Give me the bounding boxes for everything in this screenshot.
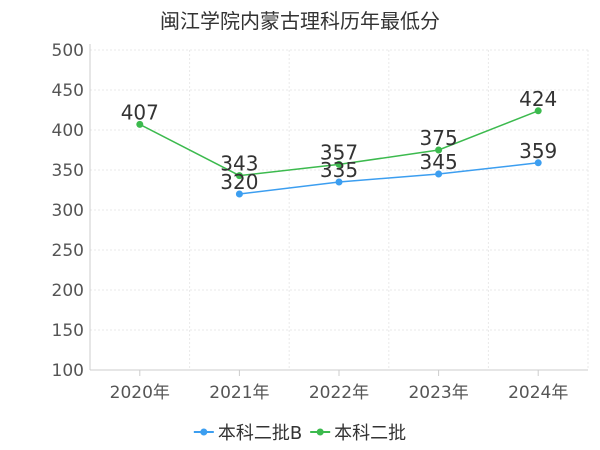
legend[interactable]: 本科二批B 本科二批 bbox=[193, 423, 406, 444]
grid bbox=[89, 49, 589, 371]
data-label: 407 bbox=[121, 100, 159, 124]
chart-title: 闽江学院内蒙古理科历年最低分 bbox=[160, 9, 440, 33]
x-tick-label: 2020年 bbox=[110, 383, 170, 403]
data-point[interactable] bbox=[534, 107, 542, 115]
data-point[interactable] bbox=[335, 160, 343, 168]
x-tick-label: 2021年 bbox=[209, 383, 269, 403]
legend-label: 本科二批B bbox=[218, 423, 302, 444]
legend-label: 本科二批 bbox=[334, 423, 406, 444]
series-layer bbox=[136, 107, 542, 198]
data-label: 424 bbox=[519, 87, 557, 111]
y-tick-label: 500 bbox=[52, 41, 84, 61]
data-label: 343 bbox=[220, 152, 258, 176]
data-label: 320 bbox=[220, 170, 258, 194]
x-tick-label: 2023年 bbox=[408, 383, 468, 403]
data-label: 335 bbox=[320, 158, 358, 182]
data-point[interactable] bbox=[235, 172, 243, 180]
y-tick-label: 250 bbox=[52, 241, 84, 261]
legend-item-1[interactable]: 本科二批B bbox=[193, 423, 302, 444]
y-tick-label: 350 bbox=[52, 161, 84, 181]
x-tick-label: 2022年 bbox=[309, 383, 369, 403]
legend-item-2[interactable]: 本科二批 bbox=[310, 423, 406, 444]
x-tick-label: 2024年 bbox=[508, 383, 568, 403]
y-tick-label: 100 bbox=[52, 361, 84, 381]
data-point[interactable] bbox=[335, 178, 343, 186]
legend-dot-marker bbox=[200, 428, 208, 436]
y-tick-label: 200 bbox=[52, 281, 84, 301]
data-labels: 320 335 345 359 407 343 357 375 424 bbox=[121, 87, 558, 194]
y-tick-label: 450 bbox=[52, 81, 84, 101]
data-point[interactable] bbox=[435, 146, 443, 154]
data-point[interactable] bbox=[435, 170, 443, 178]
y-tick-label: 150 bbox=[52, 321, 84, 341]
series-line-1 bbox=[239, 162, 539, 195]
data-point[interactable] bbox=[235, 190, 243, 198]
y-tick-label: 300 bbox=[52, 201, 84, 221]
data-point[interactable] bbox=[136, 120, 144, 128]
data-label: 359 bbox=[519, 139, 557, 163]
y-tick-label: 400 bbox=[52, 121, 84, 141]
data-label: 345 bbox=[420, 150, 458, 174]
legend-dot-marker bbox=[316, 428, 324, 436]
axes: 100 150 200 250 300 350 400 450 500 2020年 2021年 202… bbox=[52, 41, 588, 403]
data-label: 357 bbox=[320, 140, 358, 164]
data-point[interactable] bbox=[534, 159, 542, 167]
data-label: 375 bbox=[420, 126, 458, 150]
